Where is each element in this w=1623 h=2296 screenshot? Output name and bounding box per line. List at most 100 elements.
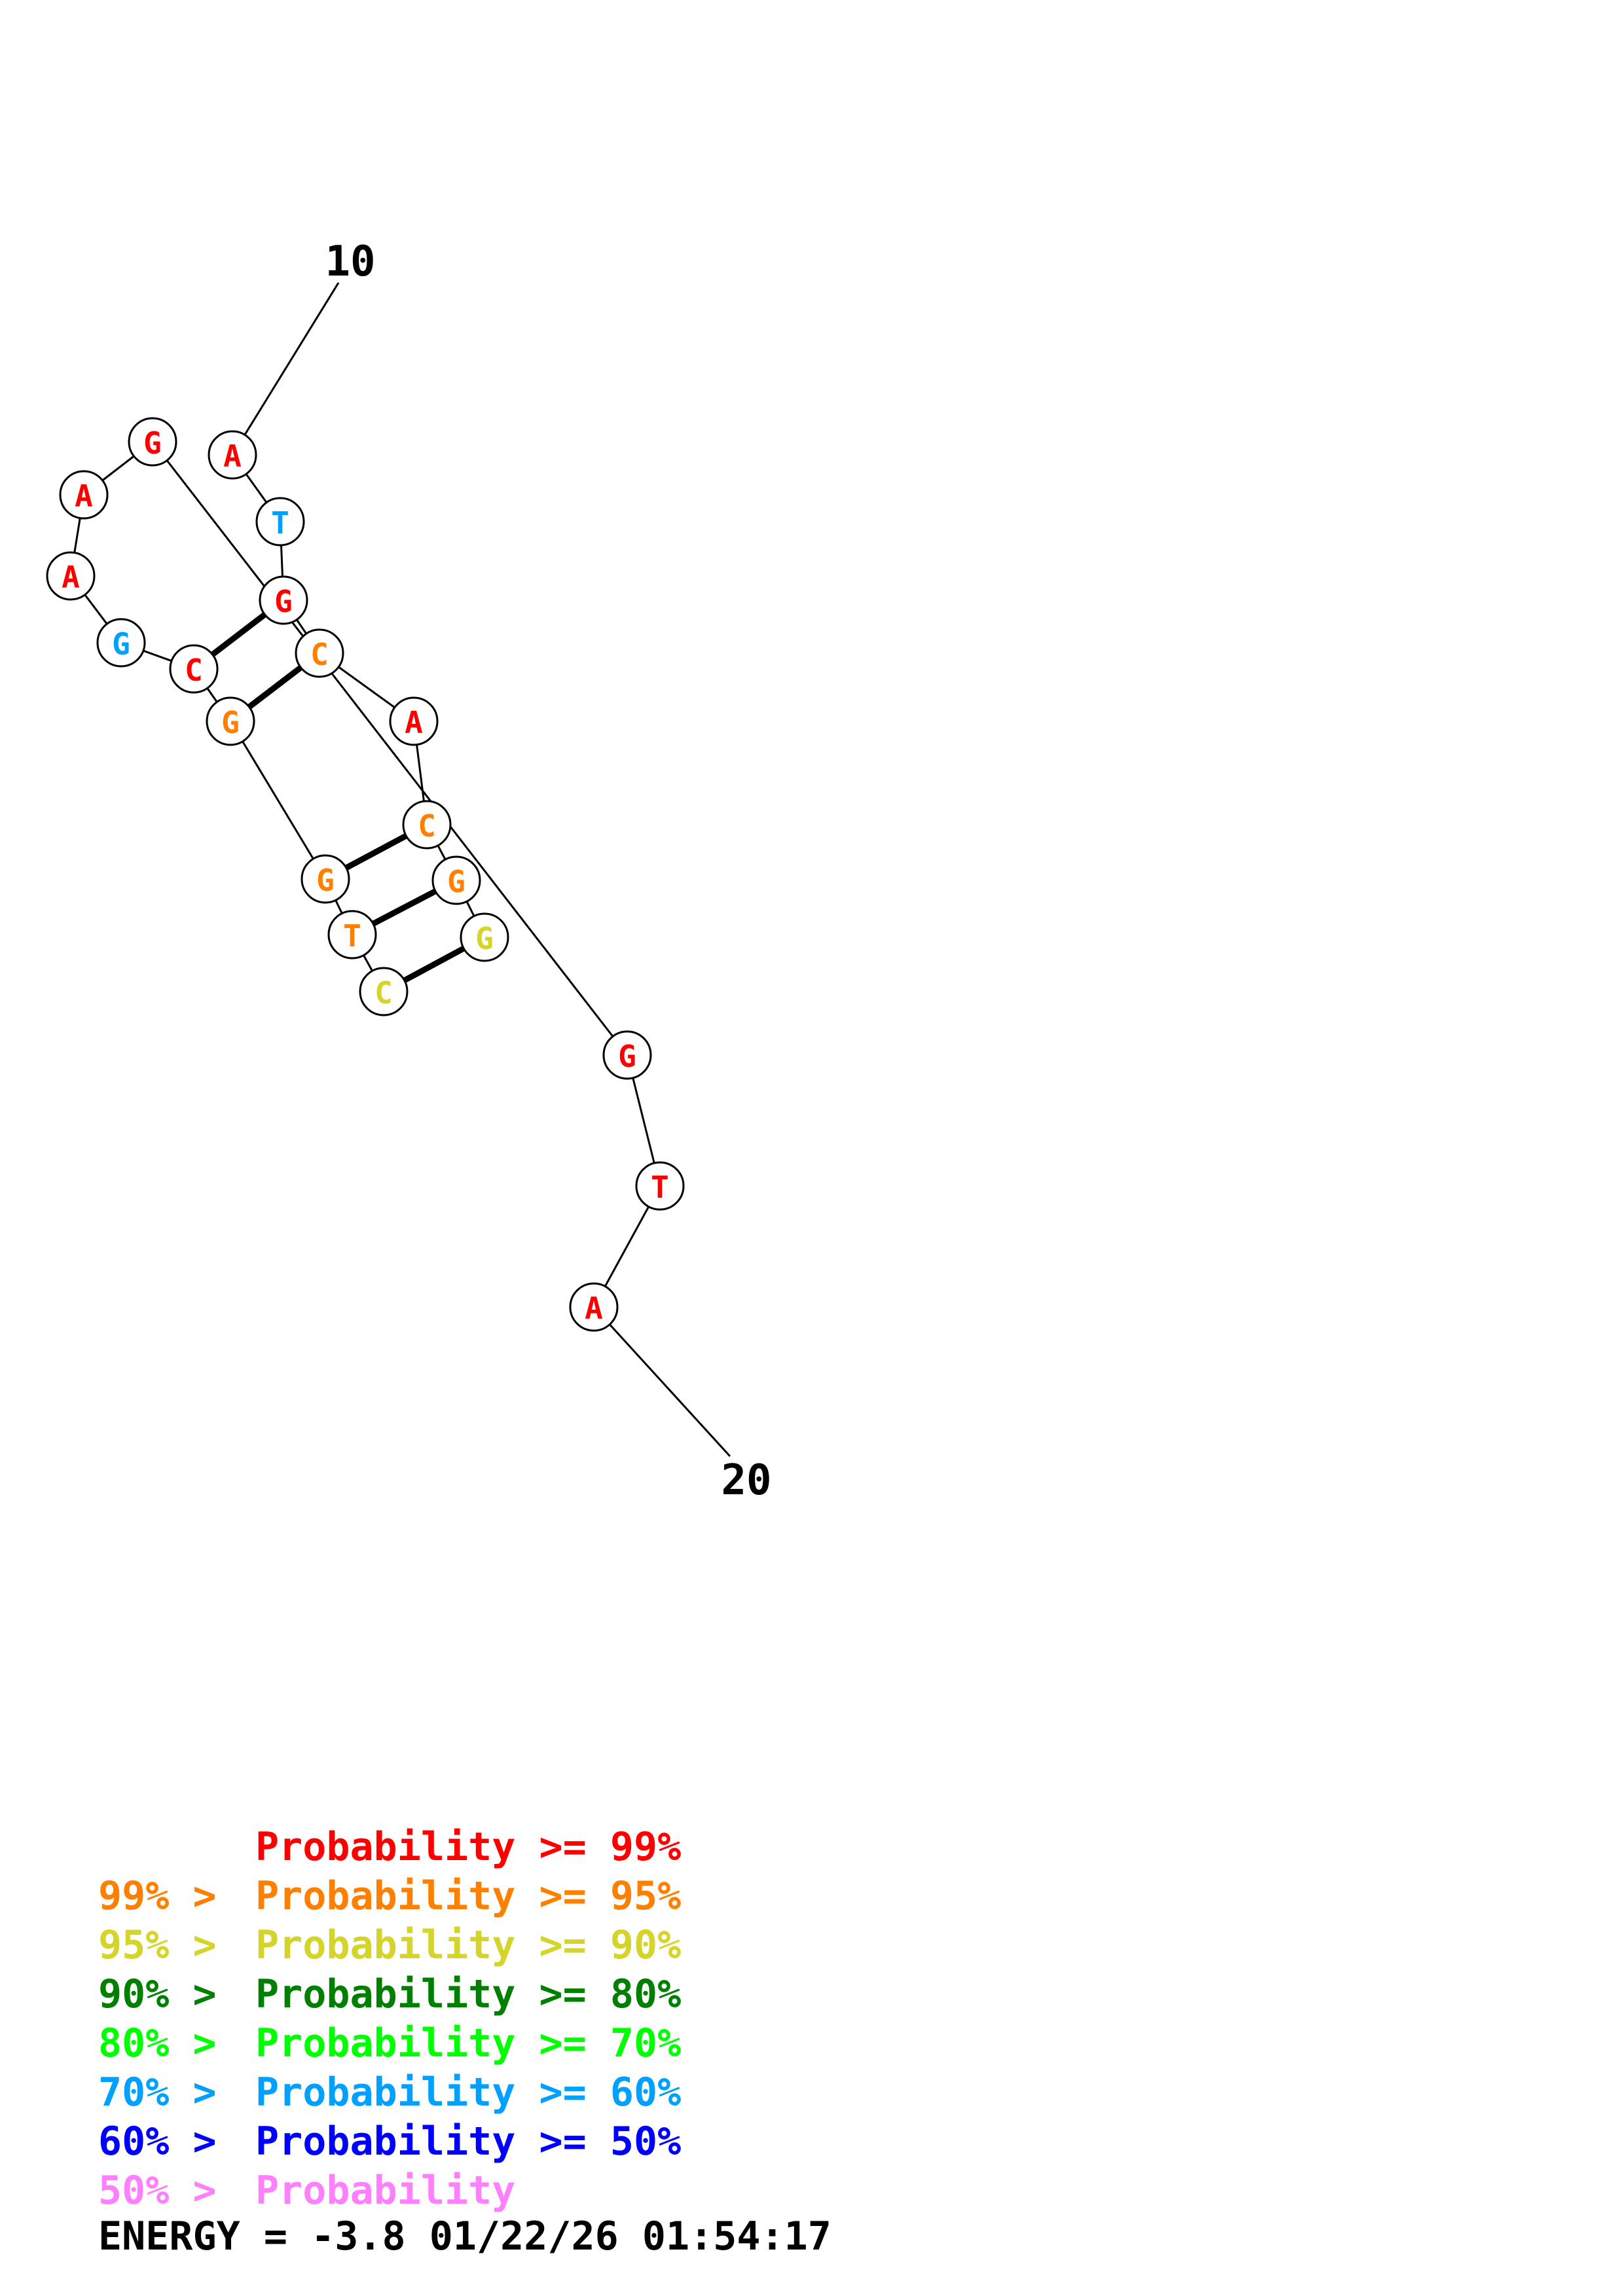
position-label: 20 (721, 1456, 771, 1505)
legend-threshold: 60% > (98, 2119, 217, 2164)
position-labels: 10 20 (325, 238, 771, 1505)
nucleotide-base: T (343, 918, 361, 954)
nucleotide-base: G (316, 863, 335, 898)
nucleotide: A (208, 430, 257, 480)
probability-legend: Probability >= 99%99% > Probability >= 9… (98, 1824, 681, 2214)
legend-row: 90% > Probability >= 80% (98, 1971, 681, 2017)
legend-row: 95% > Probability >= 90% (98, 1922, 681, 1968)
nucleotide-circle (169, 644, 219, 694)
nucleotide: C (359, 967, 409, 1016)
legend-label: Probability >= 50% (255, 2119, 681, 2164)
nucleotide-base: A (75, 478, 93, 514)
nucleotide-base: G (221, 705, 240, 740)
legend-label: Probability >= 60% (255, 2070, 681, 2115)
base-pair-bond (210, 612, 267, 657)
nucleotide-base: T (651, 1170, 669, 1205)
legend-label: Probability >= 80% (255, 1971, 681, 2017)
nucleotide-base: G (475, 921, 494, 956)
legend-row: 99% > Probability >= 95% (98, 1873, 681, 1919)
legend-row: 50% > Probability (98, 2168, 515, 2214)
nucleotide-base: T (271, 505, 289, 541)
nucleotide-circle (128, 417, 177, 467)
nucleotide: A (569, 1282, 619, 1332)
nucleotide-base: C (310, 637, 329, 672)
nucleotide: G (128, 417, 177, 467)
nucleotide-base: G (447, 864, 465, 899)
nucleotide-circle (259, 575, 308, 625)
nucleotide-circle (327, 910, 377, 960)
legend-label: Probability >= 95% (255, 1873, 681, 1919)
nucleotide-circle (295, 628, 344, 678)
legend-threshold: 95% > (98, 1922, 217, 1968)
nucleotide: C (402, 800, 452, 850)
nucleotide: A (59, 470, 109, 520)
nucleotide: G (206, 696, 255, 746)
nucleotide: G (96, 618, 146, 668)
legend-threshold: 80% > (98, 2020, 217, 2066)
legend-row: 80% > Probability >= 70% (98, 2020, 681, 2066)
nucleotide-circle (96, 618, 146, 668)
nucleotide: G (431, 855, 481, 905)
nucleotide-base: A (585, 1291, 603, 1326)
legend-threshold: 50% > (98, 2168, 217, 2214)
nucleotide: T (327, 910, 377, 960)
legend-label: Probability >= 99% (255, 1824, 681, 1870)
backbone-segment (151, 441, 629, 1056)
nucleotide: G (301, 854, 350, 904)
position-tick-line (593, 1306, 731, 1458)
nucleotide-circle (46, 551, 96, 601)
legend-label: Probability >= 90% (255, 1922, 681, 1968)
base-pair-bond (344, 833, 408, 870)
nucleotide: C (295, 628, 344, 678)
nucleotide-base: C (418, 808, 436, 844)
legend-label: Probability >= 70% (255, 2020, 681, 2066)
nucleotide: C (169, 644, 219, 694)
nucleotide-base: G (618, 1039, 636, 1074)
nucleotide: G (602, 1030, 652, 1080)
nucleotide-circle (208, 430, 257, 480)
nucleotide-circle (359, 967, 409, 1016)
legend-label: Probability (255, 2168, 515, 2214)
nucleotide: T (255, 497, 305, 547)
legend-row: Probability >= 99% (255, 1824, 681, 1870)
legend-threshold: 99% > (98, 1873, 217, 1919)
nucleotide-circle (569, 1282, 619, 1332)
nucleotide-circle (389, 696, 439, 746)
nucleotide-base: G (112, 626, 130, 662)
backbone-segment (229, 721, 327, 880)
nucleotide-circle (431, 855, 481, 905)
nucleotide-circle (301, 854, 350, 904)
legend-row: 70% > Probability >= 60% (98, 2070, 681, 2115)
nucleotide-base: C (374, 975, 393, 1011)
energy-timestamp: ENERGY = -3.8 01/22/26 01:54:17 (98, 2214, 831, 2259)
base-pair-bond (403, 946, 465, 983)
nucleotide: T (635, 1161, 685, 1211)
nucleotide-base: A (62, 560, 80, 595)
nucleotide-circle (635, 1161, 685, 1211)
nucleotide: A (389, 696, 439, 746)
base-pair-bonds (210, 612, 465, 983)
nucleotide-base: G (274, 584, 293, 619)
legend-threshold: 70% > (98, 2070, 217, 2115)
nucleotide-circle (255, 497, 305, 547)
nucleotide: G (460, 912, 509, 962)
legend-row: 60% > Probability >= 50% (98, 2119, 681, 2164)
nucleotide-circle (402, 800, 452, 850)
base-pair-bond (247, 665, 303, 709)
nucleotide-circle (460, 912, 509, 962)
nucleotide-base: A (223, 439, 242, 474)
nucleotide-circle (206, 696, 255, 746)
nucleotide: G (259, 575, 308, 625)
position-tick-line (231, 282, 340, 456)
nucleotide-base: G (143, 425, 162, 461)
base-pair-bond (371, 888, 437, 927)
position-label: 10 (325, 238, 375, 286)
nucleotide-circle (602, 1030, 652, 1080)
nucleotide-base: C (185, 653, 203, 688)
legend-threshold: 90% > (98, 1971, 217, 2017)
nucleotide-circle (59, 470, 109, 520)
nucleotide: A (46, 551, 96, 601)
nucleotide-base: A (405, 705, 423, 740)
